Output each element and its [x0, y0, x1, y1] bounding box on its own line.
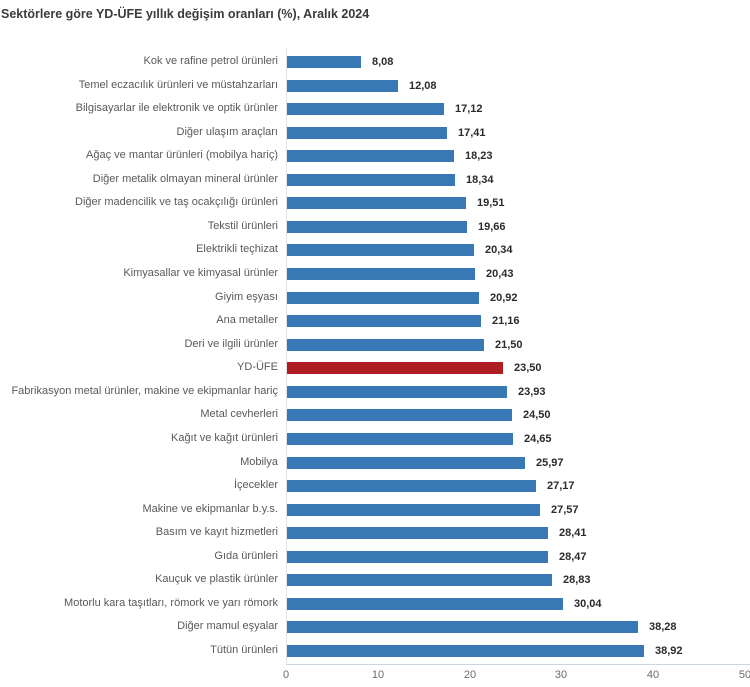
category-label: Temel eczacılık ürünleri ve müstahzarlar… — [78, 79, 278, 91]
bar[interactable] — [287, 174, 455, 186]
x-axis-tick-label: 0 — [282, 669, 290, 681]
bar[interactable] — [287, 386, 507, 398]
value-label: 27,57 — [551, 504, 579, 516]
bar[interactable] — [287, 504, 540, 516]
value-label: 25,97 — [536, 457, 564, 469]
value-label: 18,34 — [466, 174, 494, 186]
category-label: İçecekler — [233, 479, 278, 491]
value-label: 38,28 — [649, 621, 677, 633]
category-label: Diğer madencilik ve taş ocakçılığı ürünl… — [75, 196, 278, 208]
bar[interactable] — [287, 621, 638, 633]
bar[interactable] — [287, 244, 474, 256]
value-label: 27,17 — [547, 480, 575, 492]
category-label: Tütün ürünleri — [210, 644, 278, 656]
category-label: Diğer metalik olmayan mineral ürünler — [92, 173, 278, 185]
value-label: 19,51 — [477, 197, 505, 209]
bar[interactable] — [287, 574, 552, 586]
bar[interactable] — [287, 150, 454, 162]
bar[interactable] — [287, 551, 548, 563]
value-label: 20,43 — [486, 268, 514, 280]
bar[interactable] — [287, 315, 481, 327]
bar[interactable] — [287, 457, 525, 469]
category-label: Gıda ürünleri — [214, 550, 278, 562]
category-label: Kauçuk ve plastik ürünler — [155, 573, 278, 585]
category-label: Tekstil ürünleri — [207, 220, 278, 232]
bar[interactable] — [287, 292, 479, 304]
value-label: 18,23 — [465, 150, 493, 162]
category-label: Metal cevherleri — [200, 408, 278, 420]
bar[interactable] — [287, 645, 644, 657]
category-label: Giyim eşyası — [215, 291, 278, 303]
bar[interactable] — [287, 268, 475, 280]
category-label: Basım ve kayıt hizmetleri — [155, 526, 278, 538]
value-label: 28,83 — [563, 574, 591, 586]
bar[interactable] — [287, 127, 447, 139]
value-label: 38,92 — [655, 645, 683, 657]
x-axis-tick-label: 50 — [738, 669, 750, 681]
category-label: Diğer ulaşım araçları — [176, 126, 278, 138]
bar[interactable] — [287, 197, 466, 209]
bar[interactable] — [287, 56, 361, 68]
category-label: Kok ve rafine petrol ürünleri — [143, 55, 278, 67]
x-axis-tick-label: 40 — [646, 669, 660, 681]
x-axis-tick-label: 30 — [554, 669, 568, 681]
bar[interactable] — [287, 339, 484, 351]
value-label: 20,34 — [485, 244, 513, 256]
value-label: 12,08 — [409, 80, 437, 92]
value-label: 23,93 — [518, 386, 546, 398]
bar[interactable] — [287, 80, 398, 92]
bar[interactable] — [287, 103, 444, 115]
bar[interactable] — [287, 480, 536, 492]
value-label: 17,12 — [455, 103, 483, 115]
highlight-bar[interactable] — [287, 362, 503, 374]
x-axis-tick-label: 10 — [371, 669, 385, 681]
category-label: Deri ve ilgili ürünler — [184, 338, 278, 350]
category-label: Kimyasallar ve kimyasal ürünler — [123, 267, 278, 279]
value-label: 28,47 — [559, 551, 587, 563]
category-label: Kağıt ve kağıt ürünleri — [170, 432, 278, 444]
category-label: Motorlu kara taşıtları, römork ve yarı r… — [64, 597, 278, 609]
value-label: 17,41 — [458, 127, 486, 139]
category-label: Ana metaller — [216, 314, 278, 326]
value-label: 21,50 — [495, 339, 523, 351]
value-label: 21,16 — [492, 315, 520, 327]
category-label: Ağaç ve mantar ürünleri (mobilya hariç) — [86, 149, 278, 161]
value-label: 19,66 — [478, 221, 506, 233]
value-label: 24,65 — [524, 433, 552, 445]
value-label: 8,08 — [372, 56, 394, 68]
x-axis-tick-label: 20 — [463, 669, 477, 681]
bar[interactable] — [287, 598, 563, 610]
category-label: Bilgisayarlar ile elektronik ve optik ür… — [75, 102, 278, 114]
bar[interactable] — [287, 221, 467, 233]
category-label: Diğer mamul eşyalar — [177, 620, 278, 632]
y-axis-line — [286, 48, 287, 664]
category-label: Mobilya — [240, 456, 278, 468]
category-label: Elektrikli teçhizat — [196, 243, 278, 255]
bar[interactable] — [287, 527, 548, 539]
value-label: 28,41 — [559, 527, 587, 539]
bar[interactable] — [287, 409, 512, 421]
value-label: 24,50 — [523, 409, 551, 421]
x-axis-line — [286, 664, 750, 665]
category-label: YD-ÜFE — [237, 361, 278, 373]
category-label: Makine ve ekipmanlar b.y.s. — [142, 503, 278, 515]
value-label: 30,04 — [574, 598, 602, 610]
chart-title: Sektörlere göre YD-ÜFE yıllık değişim or… — [1, 7, 370, 22]
category-label: Fabrikasyon metal ürünler, makine ve eki… — [11, 385, 278, 397]
value-label: 20,92 — [490, 292, 518, 304]
bar[interactable] — [287, 433, 513, 445]
value-label: 23,50 — [514, 362, 542, 374]
